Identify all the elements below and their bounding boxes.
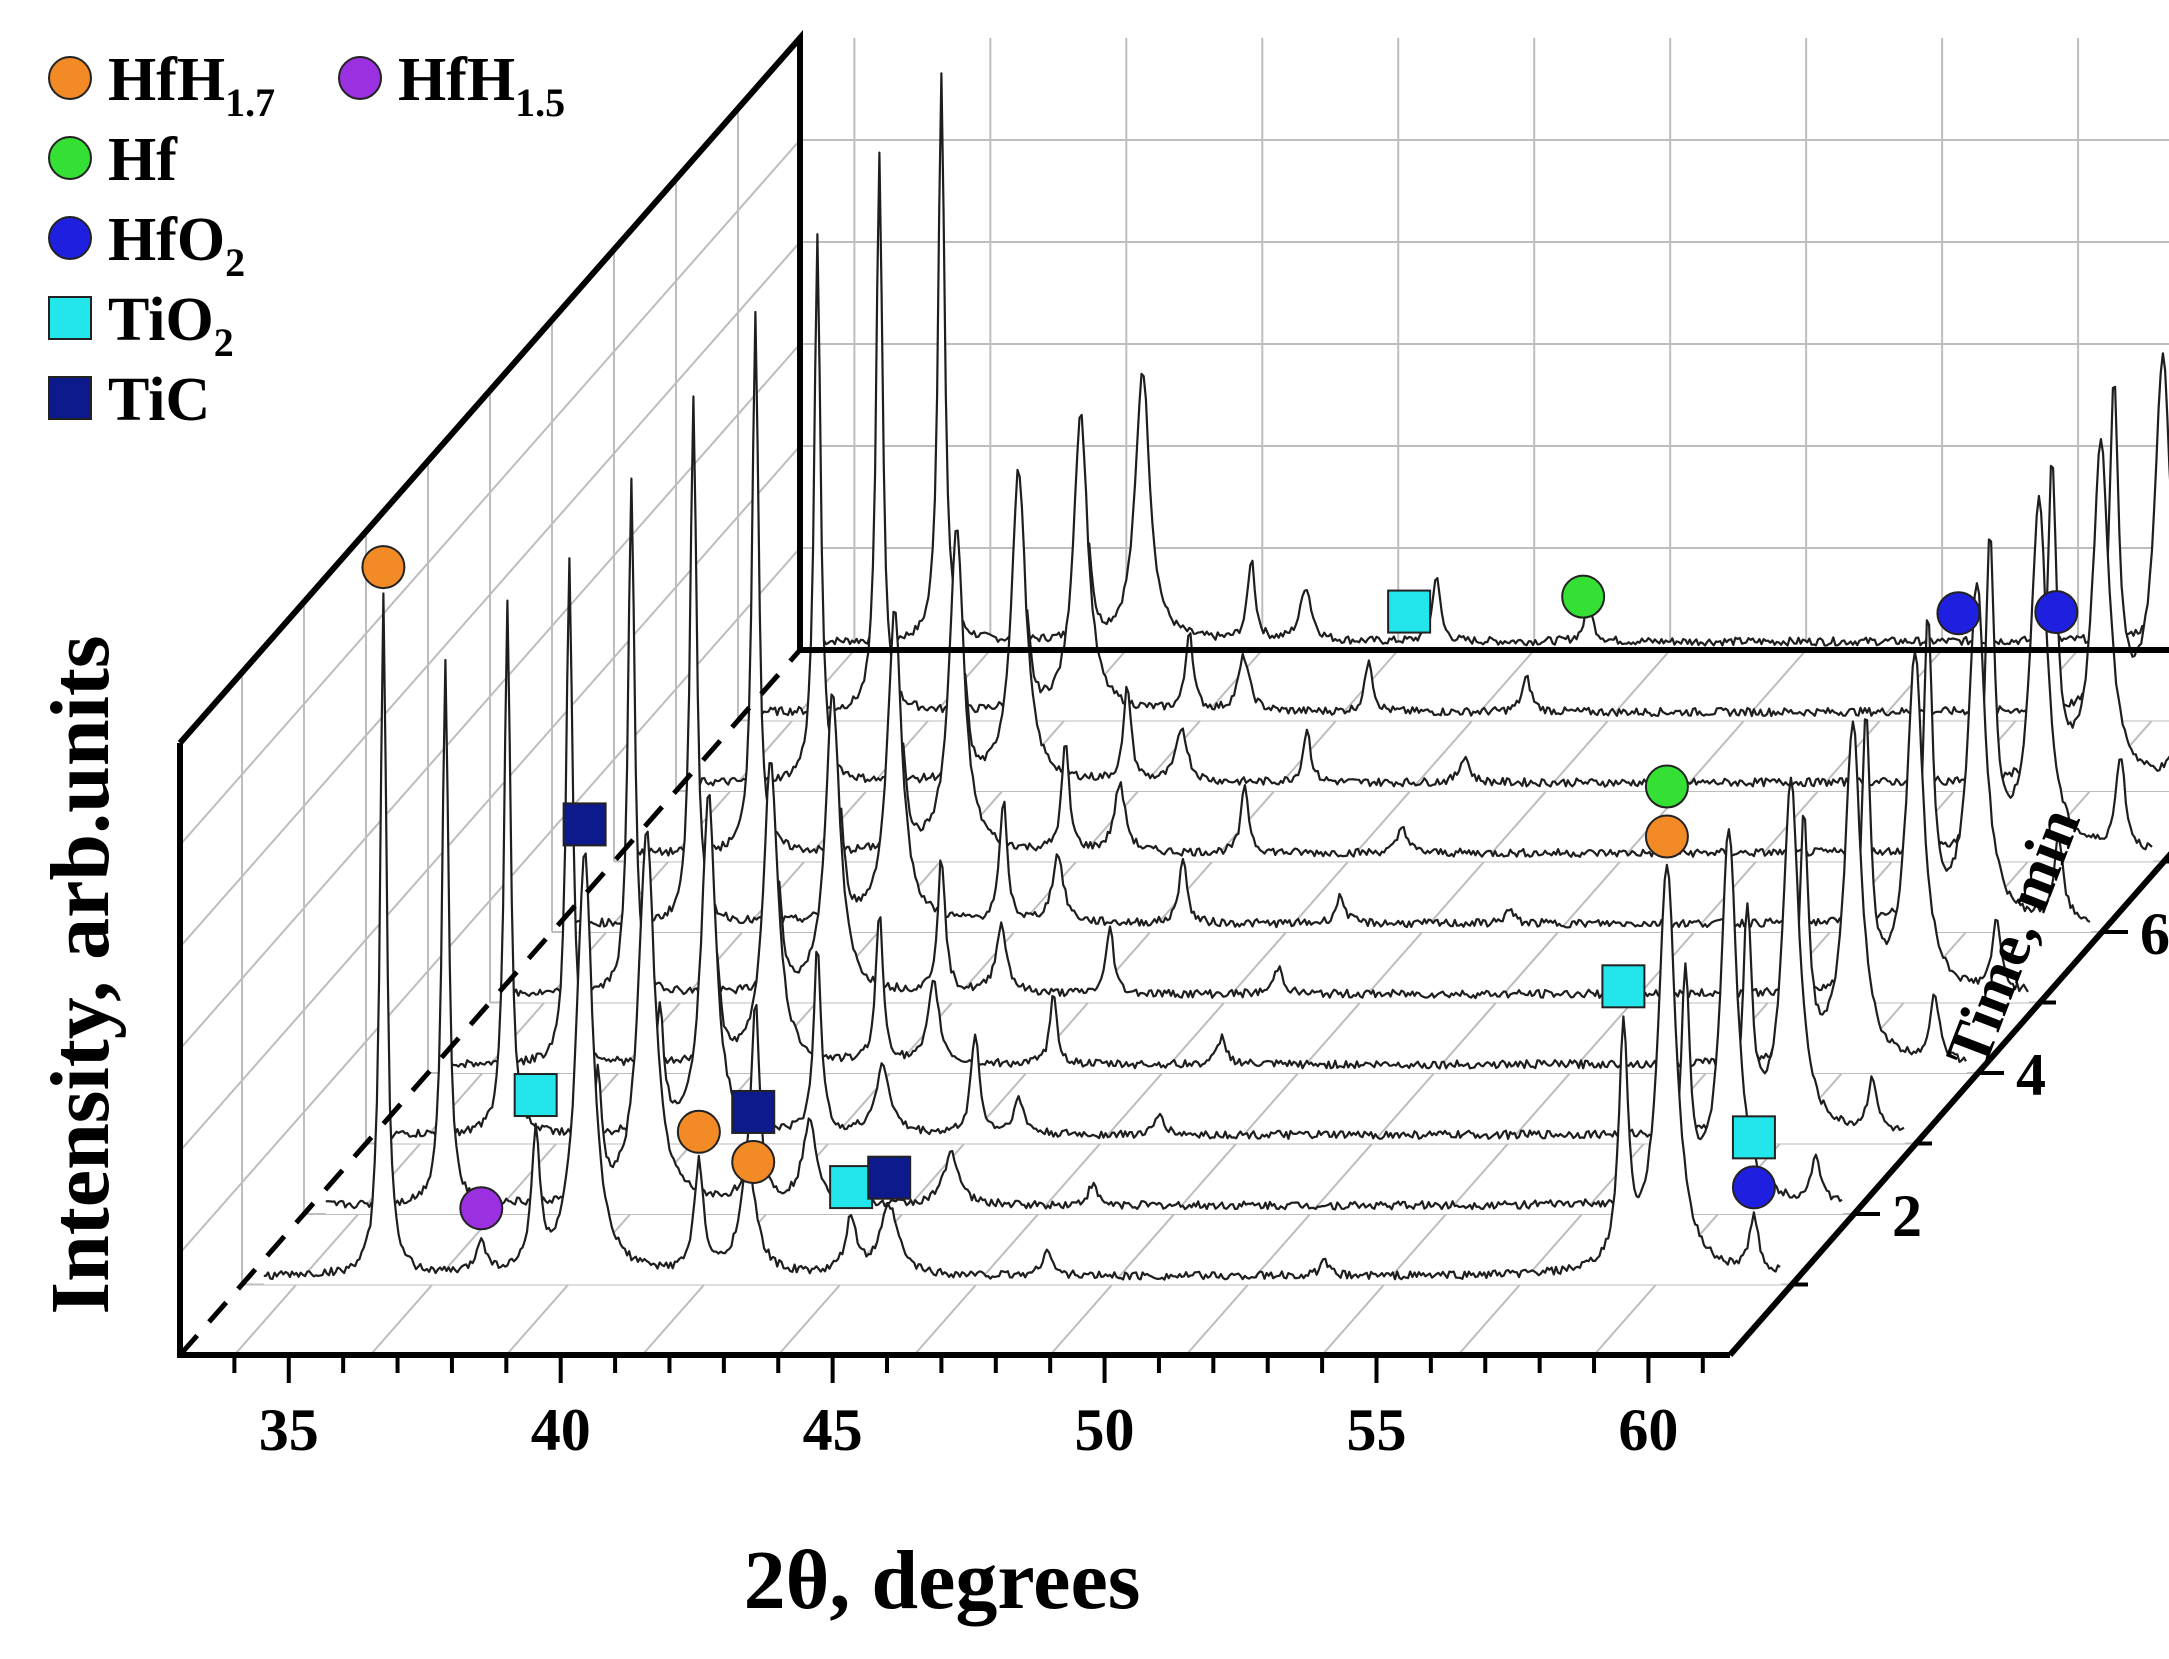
marker-hfo2 — [1731, 1165, 1776, 1210]
legend-marker-hfh15 — [338, 56, 382, 100]
marker-hf — [1644, 764, 1689, 809]
trace-fill — [387, 600, 1906, 1144]
marker-tic — [867, 1155, 912, 1200]
marker-hfh17 — [361, 545, 406, 590]
legend-label-tic: TiC — [108, 366, 210, 434]
z-tick-label: 6 — [2140, 901, 2169, 967]
legend-label-hfo2: HfO2 — [108, 206, 245, 285]
marker-tio2 — [513, 1073, 558, 1118]
marker-hf — [1561, 574, 1606, 619]
diffraction-traces — [263, 72, 2169, 1285]
y-axis-title: Intensity, arb.units — [34, 635, 127, 1314]
trace-fill — [263, 593, 1782, 1285]
legend-label-tio2: TiO2 — [108, 286, 234, 365]
z-tick-label: 4 — [2016, 1042, 2046, 1108]
marker-hfh17 — [676, 1109, 721, 1154]
marker-hfh17 — [731, 1139, 776, 1184]
marker-hfh17 — [1644, 814, 1689, 859]
legend-label-hf: Hf — [108, 126, 178, 194]
trace-fill — [635, 312, 2154, 862]
marker-tio2 — [1387, 589, 1432, 634]
trace-line — [263, 592, 1781, 1281]
x-tick-label: 45 — [803, 1397, 863, 1463]
marker-tio2 — [1601, 964, 1646, 1009]
phase-markers — [361, 545, 2079, 1231]
z-tick-label: 2 — [1892, 1183, 1922, 1249]
marker-tio2 — [1731, 1115, 1776, 1160]
chart-walls — [179, 38, 2169, 1356]
legend-label-hfh17: HfH1.7 — [108, 46, 275, 125]
marker-hfo2 — [1936, 591, 1981, 636]
x-tick-label: 50 — [1075, 1397, 1135, 1463]
legend-marker-tio2 — [48, 296, 92, 340]
marker-hfh15 — [459, 1186, 504, 1231]
x-tick-label: 40 — [531, 1397, 591, 1463]
marker-tic — [562, 802, 607, 847]
marker-hfo2 — [2034, 590, 2079, 635]
legend-marker-hfh17 — [48, 56, 92, 100]
marker-tic — [731, 1089, 776, 1134]
x-axis-title: 2θ, degrees — [744, 1534, 1141, 1627]
x-tick-label: 35 — [259, 1397, 319, 1463]
legend-label-hfh15: HfH1.5 — [398, 46, 565, 125]
x-tick-label: 60 — [1618, 1397, 1678, 1463]
marker-tio2 — [829, 1165, 874, 1210]
trace-fill — [325, 660, 1844, 1214]
legend-marker-tic — [48, 376, 92, 420]
trace-line — [325, 658, 1843, 1211]
legend-marker-hfo2 — [48, 216, 92, 260]
trace-fill — [449, 558, 1968, 1073]
frame-back — [177, 30, 2169, 745]
trace-fill — [573, 396, 2092, 932]
trace-fill — [511, 478, 2030, 1003]
x-tick-label: 55 — [1346, 1397, 1406, 1463]
frame-floor-diagonal — [178, 648, 802, 1357]
trace-line — [696, 233, 2169, 788]
chart-axes: 354045505560246810 — [177, 30, 2169, 1463]
legend-marker-hf — [48, 136, 92, 180]
